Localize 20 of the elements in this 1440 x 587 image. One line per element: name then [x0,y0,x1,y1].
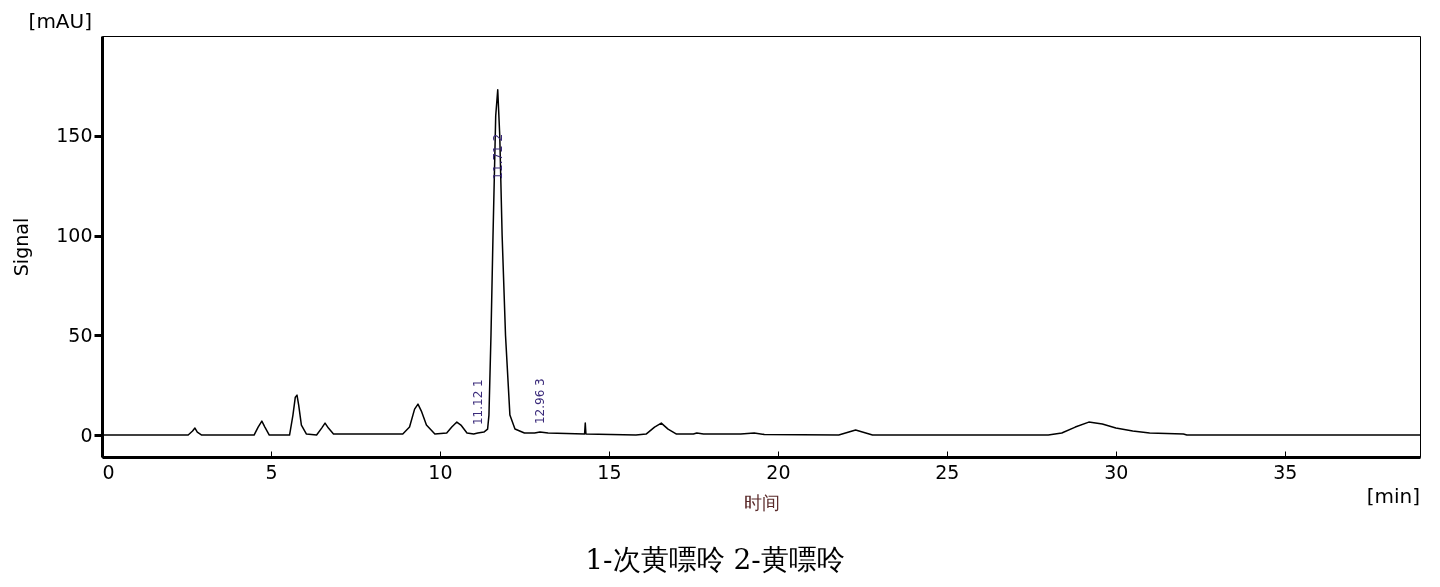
x-tick-label: 5 [265,460,278,483]
x-tick-label: 30 [1104,460,1129,483]
y-tick-label: 100 [56,224,93,247]
annotation: 11.12 1 [470,379,485,426]
x-tick-label: 25 [935,460,960,483]
x-axis-title: 时间 [743,491,780,513]
x-tick-label: 35 [1273,460,1298,483]
y-axis-title: Signal [10,217,33,277]
x-tick-label: 15 [597,460,622,483]
y-tick-label: 0 [80,423,93,446]
annotation: 11.71 2 [490,133,505,180]
annotation: 12.96 3 [532,378,547,425]
x-tick-label: 10 [428,460,453,483]
x-tick-label: 20 [766,460,791,483]
text: 1-次黄嘌呤 2-黄嘌呤 [585,543,845,576]
x-tick-label: 0 [102,460,115,483]
text: [mAU] [28,9,92,33]
y-tick-label: 50 [68,323,93,346]
y-tick-label: 150 [56,124,93,147]
text: [min] [1366,484,1420,508]
